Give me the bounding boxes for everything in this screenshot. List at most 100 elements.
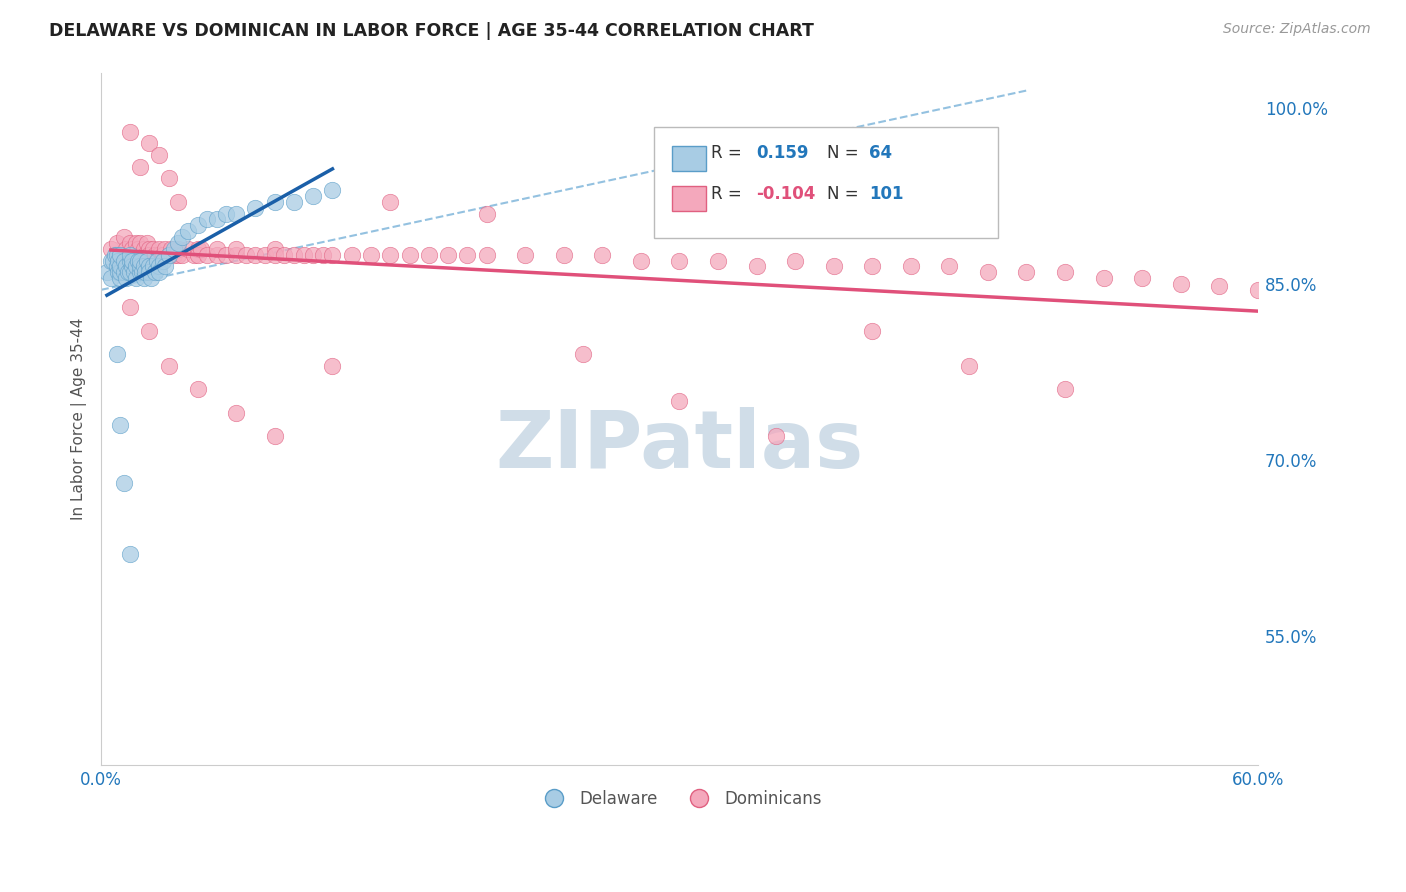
Point <box>141 271 163 285</box>
Point <box>134 265 156 279</box>
Text: N =: N = <box>827 185 863 202</box>
Point <box>107 265 129 279</box>
Point <box>235 247 257 261</box>
Point <box>125 235 148 250</box>
Point <box>125 260 148 274</box>
Point <box>225 242 247 256</box>
Point <box>136 235 159 250</box>
Point <box>1170 277 1192 291</box>
Point <box>591 247 613 261</box>
Point <box>938 260 960 274</box>
Point <box>475 206 498 220</box>
Point <box>128 235 150 250</box>
Point <box>1208 279 1230 293</box>
Point <box>138 136 160 151</box>
Point <box>143 247 166 261</box>
Point <box>263 194 285 209</box>
Point <box>110 417 132 432</box>
Point <box>163 242 186 256</box>
Point <box>159 242 181 256</box>
Point <box>668 253 690 268</box>
Point <box>152 247 174 261</box>
Point <box>245 201 267 215</box>
Point <box>253 247 276 261</box>
Point <box>128 260 150 274</box>
Point <box>1092 271 1115 285</box>
Point <box>273 247 295 261</box>
Point <box>138 242 160 256</box>
Point <box>115 260 138 274</box>
Point <box>630 253 652 268</box>
Point <box>121 242 143 256</box>
Point <box>167 194 190 209</box>
Point <box>157 171 180 186</box>
Point <box>115 242 138 256</box>
Point <box>321 183 343 197</box>
Point <box>225 406 247 420</box>
Point <box>148 260 170 274</box>
Text: DELAWARE VS DOMINICAN IN LABOR FORCE | AGE 35-44 CORRELATION CHART: DELAWARE VS DOMINICAN IN LABOR FORCE | A… <box>49 22 814 40</box>
Point <box>1053 265 1076 279</box>
Point <box>136 253 159 268</box>
Point <box>163 247 186 261</box>
Text: 64: 64 <box>869 145 891 162</box>
Point <box>172 230 194 244</box>
Point <box>418 247 440 261</box>
Text: R =: R = <box>711 185 747 202</box>
Point <box>125 271 148 285</box>
Point <box>153 242 176 256</box>
Point <box>100 253 122 268</box>
Point <box>138 260 160 274</box>
Point <box>765 429 787 443</box>
Point <box>121 253 143 268</box>
Point <box>132 271 155 285</box>
Point <box>118 247 141 261</box>
Text: ZIPatlas: ZIPatlas <box>495 408 863 485</box>
Point <box>105 260 128 274</box>
Text: 101: 101 <box>869 185 903 202</box>
Point <box>205 242 228 256</box>
Point <box>110 265 132 279</box>
Point <box>263 247 285 261</box>
Text: -0.104: -0.104 <box>756 185 815 202</box>
Point <box>128 265 150 279</box>
Text: N =: N = <box>827 145 863 162</box>
Point <box>153 260 176 274</box>
Point <box>177 224 200 238</box>
Point <box>127 253 149 268</box>
Point <box>104 247 127 261</box>
Point <box>292 247 315 261</box>
Point <box>860 260 883 274</box>
Point <box>172 247 194 261</box>
Point <box>225 247 247 261</box>
Point <box>205 247 228 261</box>
Point <box>515 247 537 261</box>
Point <box>167 247 190 261</box>
Point <box>167 235 190 250</box>
Point <box>215 206 238 220</box>
Point <box>186 242 208 256</box>
Point <box>263 242 285 256</box>
Point <box>157 359 180 373</box>
Point <box>572 347 595 361</box>
Point <box>283 247 305 261</box>
Point <box>456 247 478 261</box>
Text: R =: R = <box>711 145 747 162</box>
Point <box>157 247 180 261</box>
Point <box>118 125 141 139</box>
Point <box>152 253 174 268</box>
Point <box>1053 383 1076 397</box>
Point <box>110 247 132 261</box>
Point <box>707 253 730 268</box>
Point <box>115 271 138 285</box>
Point <box>112 230 135 244</box>
Point <box>186 247 208 261</box>
Y-axis label: In Labor Force | Age 35-44: In Labor Force | Age 35-44 <box>72 318 87 520</box>
Point <box>128 247 150 261</box>
Point <box>142 242 165 256</box>
Point <box>475 247 498 261</box>
Point <box>110 247 132 261</box>
Point <box>105 247 128 261</box>
Point <box>263 429 285 443</box>
Point <box>131 265 153 279</box>
